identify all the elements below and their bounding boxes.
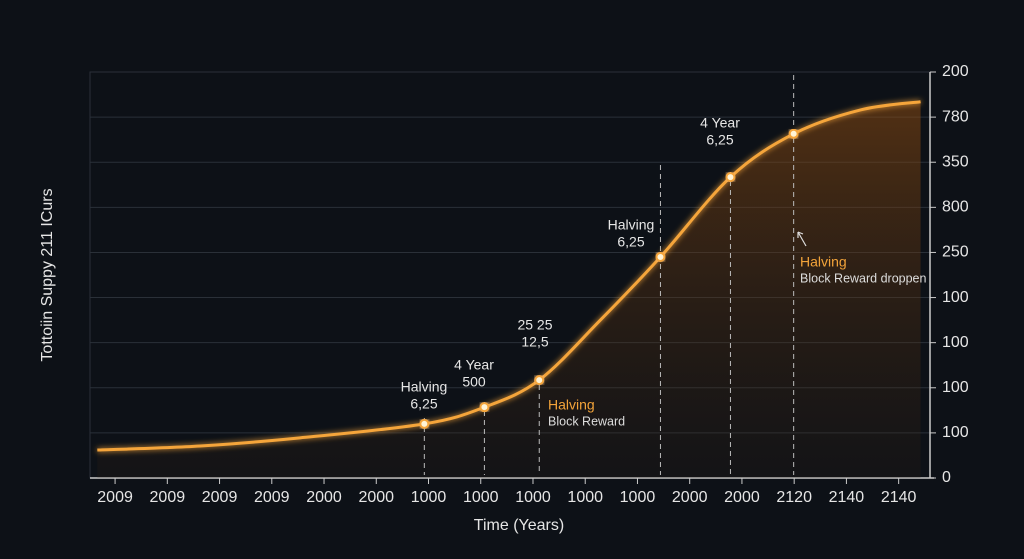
highlight-point bbox=[419, 418, 430, 429]
highlight-point bbox=[479, 402, 490, 413]
x-tick-label: 2000 bbox=[358, 489, 394, 506]
x-tick-label: 2140 bbox=[829, 489, 865, 506]
annotation: Halving bbox=[608, 217, 655, 233]
annotation: 4 Year bbox=[454, 357, 494, 373]
x-tick-label: 2000 bbox=[306, 489, 342, 506]
y-tick-label: 100 bbox=[942, 289, 969, 306]
x-tick-label: 2009 bbox=[97, 489, 133, 506]
plot-area: 0 100 100 100 100 250 800 350 780 200 2009 2009 2009… bbox=[89, 63, 969, 506]
y-tick-label: 200 bbox=[942, 63, 969, 80]
annotation: 6,25 bbox=[617, 234, 644, 250]
x-tick-label: 2120 bbox=[776, 489, 812, 506]
y-tick-label: 350 bbox=[942, 153, 969, 170]
annotation: 6,25 bbox=[410, 396, 437, 412]
annotation: 4 Year bbox=[700, 115, 740, 131]
callout-title: Halving bbox=[800, 254, 847, 270]
callout-title: Halving bbox=[548, 397, 595, 413]
x-tick-label: 1000 bbox=[463, 489, 499, 506]
annotation: 12,5 bbox=[521, 334, 548, 350]
annotation: 6,25 bbox=[706, 132, 733, 148]
x-axis-label: Time (Years) bbox=[474, 517, 564, 534]
highlight-point bbox=[788, 128, 799, 139]
annotation: 500 bbox=[462, 374, 486, 390]
y-axis-label: Tottoiin Suppy 211 ICurs bbox=[39, 188, 56, 361]
callout-arrow bbox=[797, 231, 807, 247]
x-tick-label: 2000 bbox=[672, 489, 708, 506]
y-tick-label: 100 bbox=[942, 379, 969, 396]
x-tick-label: 1000 bbox=[515, 489, 551, 506]
highlight-point bbox=[534, 375, 545, 386]
y-tick-label: 250 bbox=[942, 244, 969, 261]
y-tick-label: 780 bbox=[942, 108, 969, 125]
annotation: Halving bbox=[401, 379, 448, 395]
callout-text: Block Reward bbox=[548, 414, 625, 428]
callout-text: Block Reward droppen bbox=[800, 271, 927, 285]
highlight-point bbox=[655, 251, 666, 262]
annotation: 25 25 bbox=[517, 317, 552, 333]
x-tick-label: 2140 bbox=[881, 489, 917, 506]
x-tick-label: 1000 bbox=[620, 489, 656, 506]
y-tick-label: 800 bbox=[942, 199, 969, 216]
x-tick-label: 2000 bbox=[724, 489, 760, 506]
y-tick-label: 0 bbox=[942, 469, 951, 486]
y-tick-label: 100 bbox=[942, 424, 969, 441]
x-tick-label: 2009 bbox=[254, 489, 290, 506]
x-tick-label: 1000 bbox=[411, 489, 447, 506]
area bbox=[97, 101, 921, 479]
highlight-point bbox=[725, 172, 736, 183]
y-tick-label: 100 bbox=[942, 334, 969, 351]
x-tick-label: 2009 bbox=[202, 489, 238, 506]
x-tick-label: 1000 bbox=[567, 489, 603, 506]
x-tick-label: 2009 bbox=[150, 489, 186, 506]
